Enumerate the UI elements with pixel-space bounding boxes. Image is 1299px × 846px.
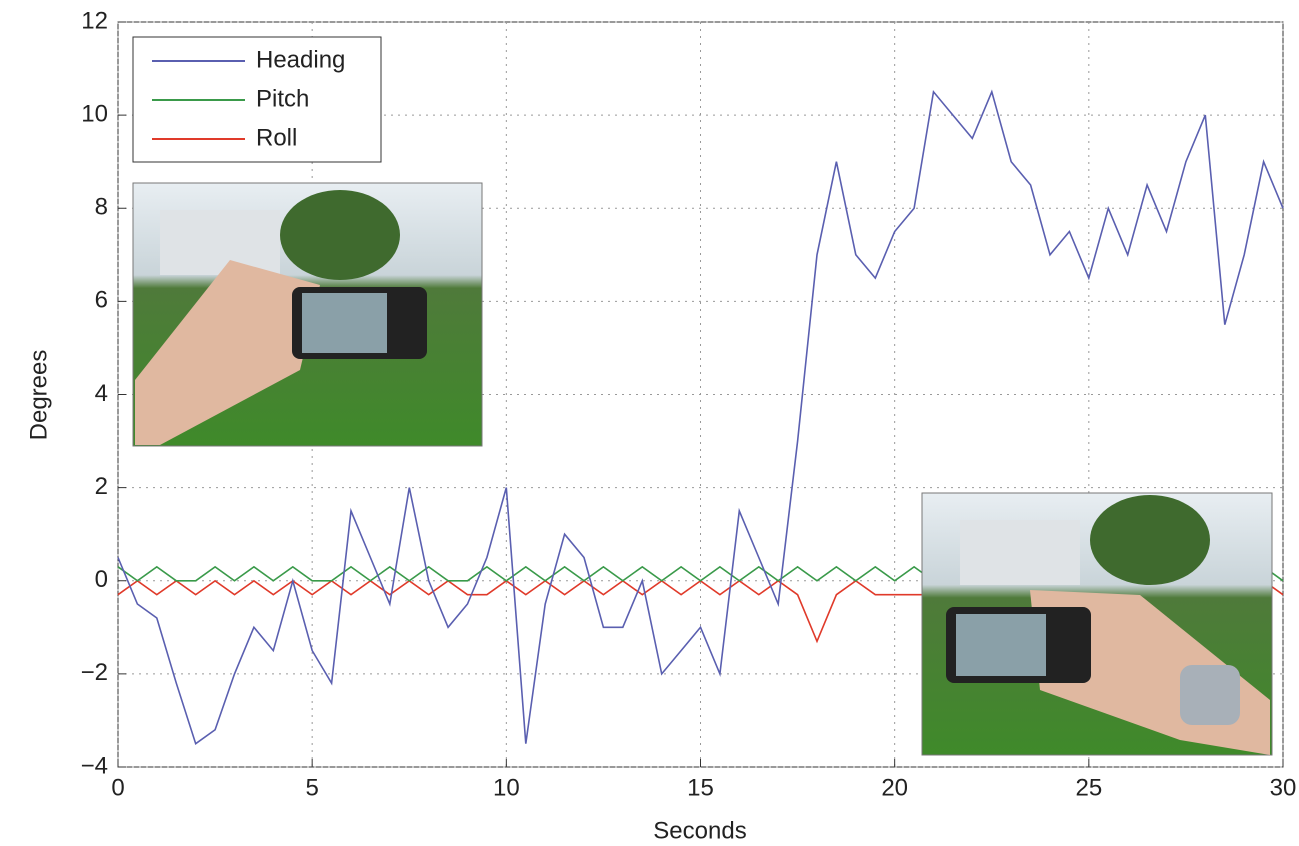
x-tick-label: 5 bbox=[305, 774, 318, 801]
inset-photo-right bbox=[921, 492, 1273, 756]
x-tick-label: 30 bbox=[1270, 774, 1297, 801]
x-tick-label: 10 bbox=[493, 774, 520, 801]
legend-label: Roll bbox=[256, 124, 297, 151]
y-tick-label: −2 bbox=[81, 659, 108, 686]
y-tick-label: −4 bbox=[81, 752, 108, 779]
legend-label: Pitch bbox=[256, 85, 309, 112]
x-tick-label: 15 bbox=[687, 774, 714, 801]
y-tick-label: 8 bbox=[95, 194, 108, 221]
x-axis-label: Seconds bbox=[653, 817, 746, 844]
y-tick-label: 2 bbox=[95, 473, 108, 500]
y-tick-label: 10 bbox=[81, 100, 108, 127]
x-tick-label: 25 bbox=[1075, 774, 1102, 801]
y-tick-label: 4 bbox=[95, 380, 108, 407]
inset-photo-left bbox=[132, 182, 483, 447]
legend-label: Heading bbox=[256, 46, 345, 73]
y-tick-label: 6 bbox=[95, 287, 108, 314]
y-tick-label: 0 bbox=[95, 566, 108, 593]
y-tick-label: 12 bbox=[81, 7, 108, 34]
y-axis-label: Degrees bbox=[25, 350, 52, 441]
series-line bbox=[117, 89, 1284, 745]
x-tick-label: 20 bbox=[881, 774, 908, 801]
x-tick-label: 0 bbox=[111, 774, 124, 801]
